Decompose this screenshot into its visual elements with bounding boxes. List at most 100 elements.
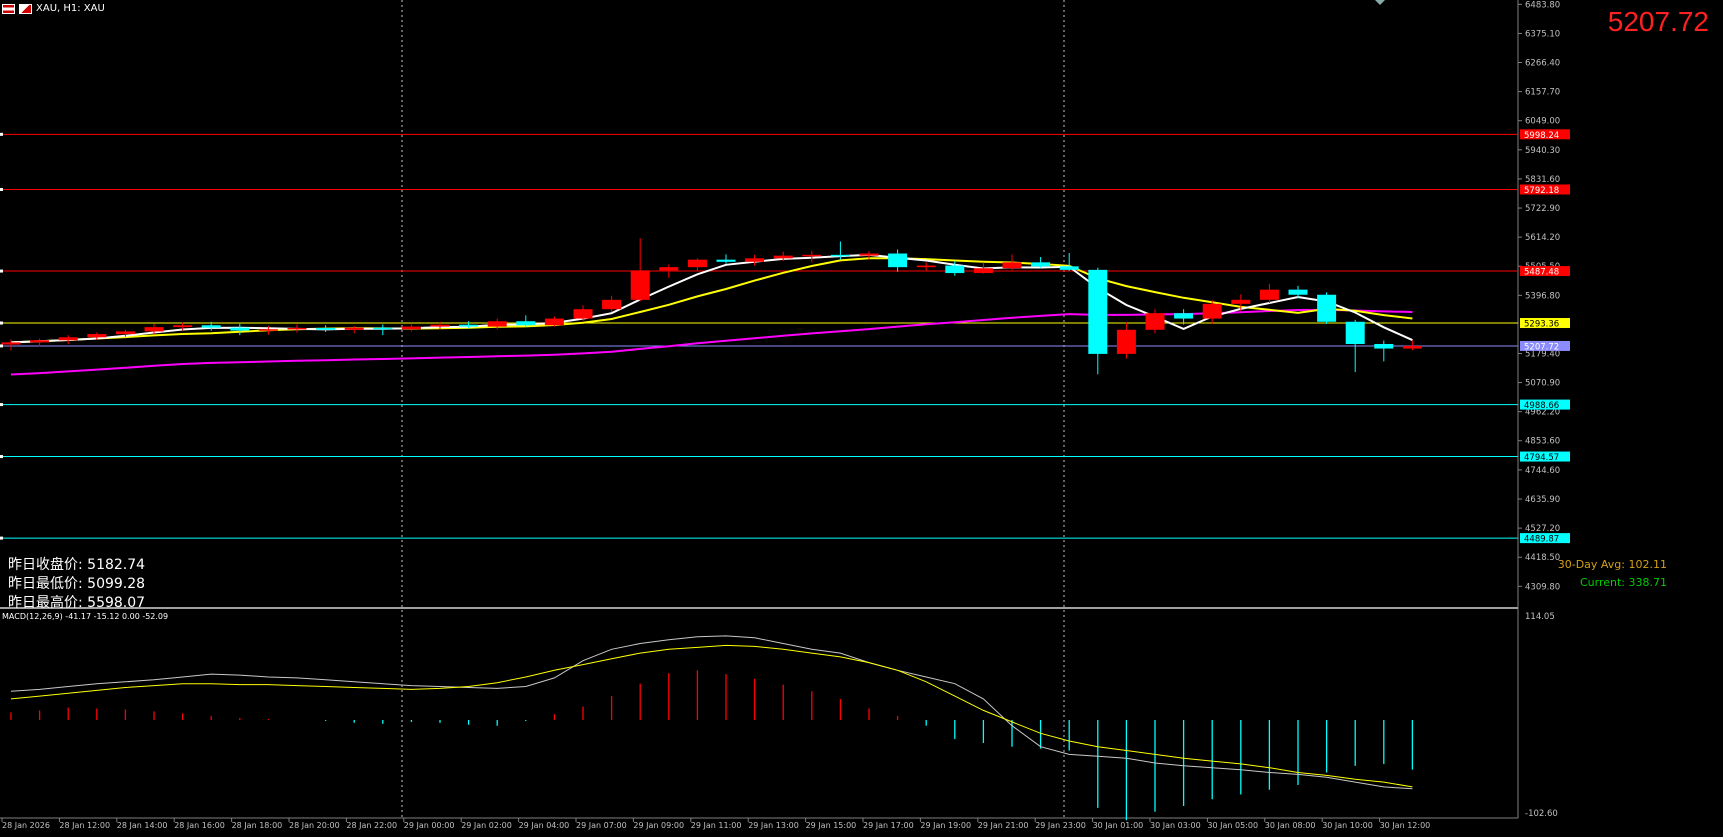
candle-body[interactable] <box>945 265 965 274</box>
candle-body[interactable] <box>144 327 164 332</box>
candle-body[interactable] <box>115 331 135 335</box>
price-level-handle[interactable] <box>0 187 3 191</box>
candle-body[interactable] <box>802 254 822 257</box>
time-axis-label: 29 Jan 13:00 <box>748 821 799 830</box>
price-level-tag-label: 5207.72 <box>1524 342 1559 352</box>
candle-body[interactable] <box>173 325 193 328</box>
price-level-handle[interactable] <box>0 321 3 325</box>
price-level-handle[interactable] <box>0 132 3 136</box>
candle-body[interactable] <box>1059 266 1079 270</box>
candle-body[interactable] <box>687 259 707 268</box>
price-axis-label: 5070.90 <box>1525 379 1560 389</box>
price-level-tag <box>1520 451 1570 462</box>
price-axis-label: 5722.90 <box>1525 204 1560 214</box>
candle-body[interactable] <box>916 265 936 268</box>
candle-body[interactable] <box>659 267 679 271</box>
candle-body[interactable] <box>401 326 421 330</box>
candle-body[interactable] <box>630 270 650 300</box>
price-level-tag-label: 4988.66 <box>1524 401 1559 411</box>
time-axis-label: 29 Jan 02:00 <box>461 821 512 830</box>
current-label: Current: <box>1579 576 1625 589</box>
yesterday-low-value: 5099.28 <box>87 576 146 592</box>
candle-body[interactable] <box>1317 294 1337 322</box>
candle-body[interactable] <box>459 324 479 327</box>
candle-body[interactable] <box>258 329 278 331</box>
time-axis-label: 29 Jan 17:00 <box>863 821 914 830</box>
candle-body[interactable] <box>1402 345 1422 349</box>
candle-body[interactable] <box>287 327 307 330</box>
candle-body[interactable] <box>1031 262 1051 267</box>
avg-label: 30-Day Avg: <box>1557 558 1625 571</box>
candle-body[interactable] <box>888 253 908 268</box>
candle-body[interactable] <box>230 327 250 331</box>
candle-body[interactable] <box>316 327 336 330</box>
candle-body[interactable] <box>830 254 850 257</box>
candle-body[interactable] <box>487 321 507 327</box>
current-stat: Current: 338.71 <box>1580 576 1667 589</box>
candle-body[interactable] <box>344 327 364 330</box>
candle-body[interactable] <box>373 327 393 330</box>
chart-title-text: XAU, H1: XAU <box>36 3 105 14</box>
time-axis-label: 30 Jan 10:00 <box>1322 821 1373 830</box>
price-level-handle[interactable] <box>0 344 3 348</box>
price-level-tag-label: 5998.24 <box>1524 131 1559 141</box>
candle-body[interactable] <box>1374 343 1394 349</box>
candle-body[interactable] <box>1174 313 1194 319</box>
time-axis-label: 29 Jan 04:00 <box>519 821 570 830</box>
price-axis-label: 4744.60 <box>1525 466 1560 476</box>
price-axis-label: 6157.70 <box>1525 88 1560 98</box>
candle-body[interactable] <box>573 309 593 319</box>
candle-body[interactable] <box>1 342 21 345</box>
candle-body[interactable] <box>1002 262 1022 269</box>
macd-axis-label: 114.05 <box>1525 612 1555 622</box>
price-level-handle[interactable] <box>0 269 3 273</box>
price-axis-label: 5614.20 <box>1525 233 1560 243</box>
chart-shift-marker-icon[interactable] <box>1375 0 1385 5</box>
candle-body[interactable] <box>544 318 564 326</box>
macd-line <box>10 635 1413 790</box>
candle-body[interactable] <box>1231 299 1251 304</box>
candle-body[interactable] <box>430 324 450 327</box>
candle-body[interactable] <box>1116 329 1136 354</box>
candle-body[interactable] <box>773 255 793 259</box>
candle-body[interactable] <box>1288 289 1308 295</box>
price-axis-label: 5179.40 <box>1525 350 1560 360</box>
candle-body[interactable] <box>859 253 879 256</box>
time-axis-label: 28 Jan 14:00 <box>117 821 168 830</box>
candle-body[interactable] <box>716 259 736 262</box>
price-level-handle[interactable] <box>0 455 3 459</box>
ma-fast-line <box>10 253 1413 344</box>
ma-slow-line <box>10 308 1413 376</box>
candle-body[interactable] <box>745 258 765 262</box>
price-axis-label: 5940.30 <box>1525 146 1560 156</box>
price-level-handle[interactable] <box>0 403 3 407</box>
avg-value: 102.11 <box>1628 558 1668 571</box>
candle-body[interactable] <box>30 340 50 343</box>
candle-body[interactable] <box>602 299 622 310</box>
time-axis-label: 29 Jan 21:00 <box>978 821 1029 830</box>
us-flag-icon <box>2 3 15 14</box>
price-level-tag <box>1520 340 1570 351</box>
price-level-tag <box>1520 533 1570 544</box>
candle-body[interactable] <box>973 268 993 274</box>
candle-body[interactable] <box>201 325 221 328</box>
price-axis-label: 5831.60 <box>1525 175 1560 185</box>
price-level-tag <box>1520 266 1570 277</box>
price-level-tag-label: 5792.18 <box>1524 186 1559 196</box>
candle-body[interactable] <box>87 334 107 338</box>
candle-body[interactable] <box>1345 321 1365 344</box>
candle-body[interactable] <box>516 321 536 326</box>
candle-body[interactable] <box>1145 313 1165 330</box>
yesterday-high-value: 5598.07 <box>87 595 146 611</box>
candle-body[interactable] <box>1202 303 1222 319</box>
price-level-handle[interactable] <box>0 536 3 540</box>
time-axis-label: 30 Jan 01:00 <box>1093 821 1144 830</box>
candle-body[interactable] <box>58 337 78 341</box>
time-axis-label: 29 Jan 15:00 <box>806 821 857 830</box>
yesterday-close-label: 昨日收盘价: <box>8 557 83 573</box>
time-axis-label: 29 Jan 11:00 <box>691 821 742 830</box>
candle-body[interactable] <box>1259 289 1279 300</box>
candle-body[interactable] <box>1088 269 1108 354</box>
time-axis-label: 29 Jan 09:00 <box>633 821 684 830</box>
